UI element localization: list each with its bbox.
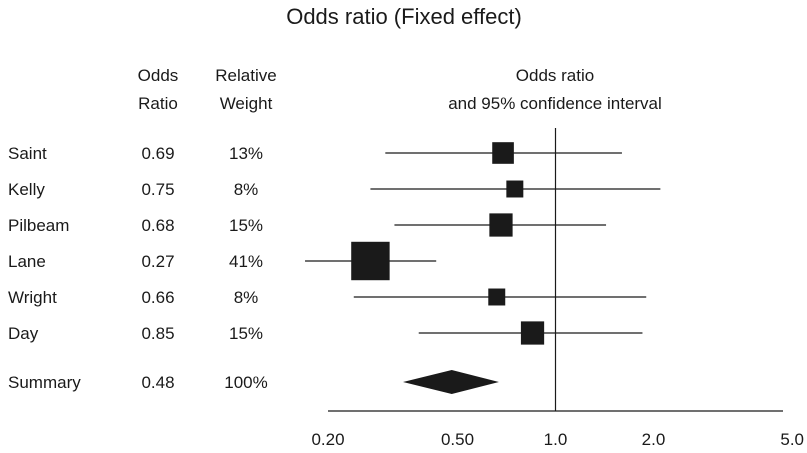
point-estimate-wright: [488, 288, 506, 306]
point-estimate-saint: [492, 142, 514, 164]
study-name-wright: Wright: [8, 288, 57, 307]
header-interval-line1: Odds ratio: [516, 66, 594, 85]
x-tick-label: 0.50: [441, 430, 474, 449]
x-tick-label: 0.20: [311, 430, 344, 449]
odds-ratio-value-kelly: 0.75: [141, 180, 174, 199]
x-tick-label: 1.0: [544, 430, 568, 449]
odds-ratio-value-day: 0.85: [141, 324, 174, 343]
weight-value-wright: 8%: [234, 288, 259, 307]
weight-value-kelly: 8%: [234, 180, 259, 199]
weight-value-day: 15%: [229, 324, 263, 343]
header-interval-line2: and 95% confidence interval: [448, 94, 662, 113]
odds-ratio-value-lane: 0.27: [141, 252, 174, 271]
study-name-saint: Saint: [8, 144, 47, 163]
study-name-lane: Lane: [8, 252, 46, 271]
point-estimate-lane: [351, 241, 390, 281]
header-weight-line1: Relative: [215, 66, 276, 85]
weight-value-summary: 100%: [224, 373, 267, 392]
odds-ratio-value-wright: 0.66: [141, 288, 174, 307]
odds-ratio-value-pilbeam: 0.68: [141, 216, 174, 235]
weight-value-pilbeam: 15%: [229, 216, 263, 235]
weight-value-lane: 41%: [229, 252, 263, 271]
summary-diamond: [403, 370, 499, 394]
header-odds-line1: Odds: [138, 66, 179, 85]
chart-title: Odds ratio (Fixed effect): [286, 4, 522, 29]
header-odds-line2: Ratio: [138, 94, 178, 113]
point-estimate-kelly: [506, 180, 524, 198]
study-name-pilbeam: Pilbeam: [8, 216, 69, 235]
x-tick-label: 2.0: [642, 430, 666, 449]
x-tick-label: 5.0: [780, 430, 804, 449]
odds-ratio-value-saint: 0.69: [141, 144, 174, 163]
weight-value-saint: 13%: [229, 144, 263, 163]
point-estimate-pilbeam: [489, 213, 513, 237]
study-name-summary: Summary: [8, 373, 81, 392]
study-rows: Saint 0.69 13% Kelly 0.75 8% Pilbeam 0.68 15% Lan…: [8, 128, 661, 411]
x-axis: 0.20 0.50 1.0 2.0 5.0: [311, 410, 804, 449]
point-estimate-day: [520, 321, 545, 345]
header-weight-line2: Weight: [220, 94, 273, 113]
study-name-day: Day: [8, 324, 39, 343]
odds-ratio-value-summary: 0.48: [141, 373, 174, 392]
study-name-kelly: Kelly: [8, 180, 45, 199]
